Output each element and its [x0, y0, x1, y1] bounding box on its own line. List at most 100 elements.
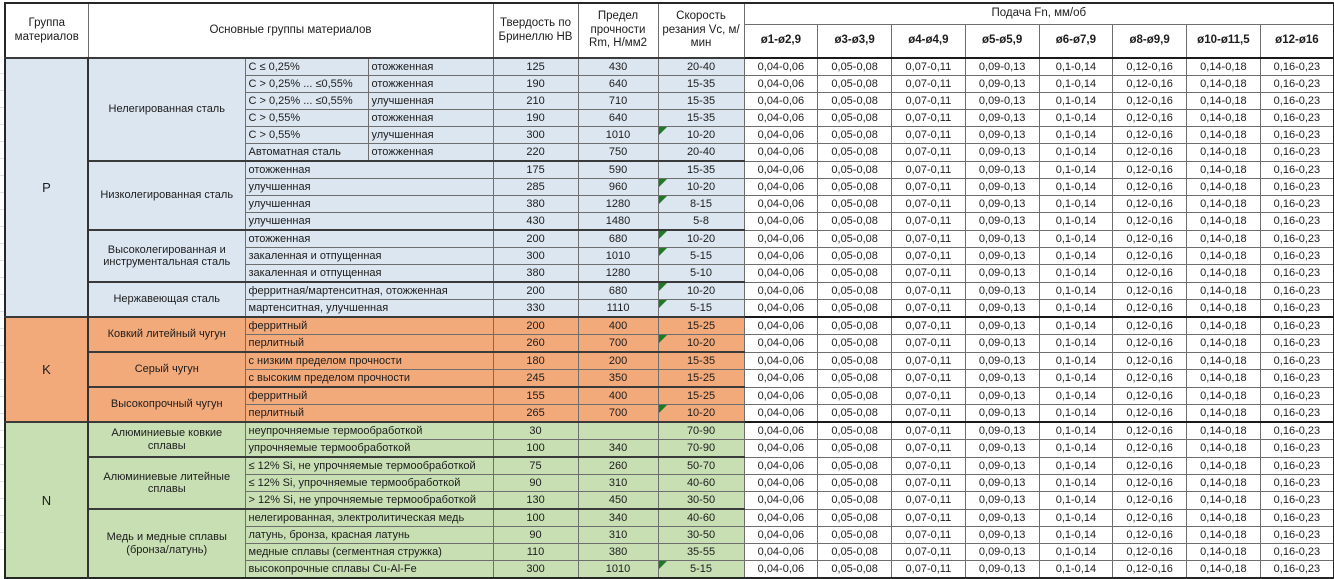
hardness-cell[interactable]: 220: [492, 143, 579, 162]
feed-cell[interactable]: 0,12-0,16: [1112, 526, 1188, 544]
header-brinell-hardness[interactable]: Твердость по Бринеллю НВ: [492, 2, 579, 59]
strength-cell[interactable]: 340: [577, 508, 659, 527]
material-subtype-cell[interactable]: ≤ 12% Si, упрочняемые термообработкой: [244, 474, 494, 492]
feed-cell[interactable]: 0,16-0,23: [1259, 126, 1334, 144]
feed-cell[interactable]: 0,07-0,11: [891, 508, 966, 527]
feed-cell[interactable]: 0,09-0,13: [964, 299, 1040, 318]
header-material-group[interactable]: Группа материалов: [4, 2, 89, 59]
feed-cell[interactable]: 0,1-0,14: [1038, 299, 1114, 318]
feed-cell[interactable]: 0,16-0,23: [1259, 160, 1334, 179]
feed-cell[interactable]: 0,07-0,11: [891, 421, 966, 440]
feed-cell[interactable]: 0,14-0,18: [1186, 316, 1261, 335]
material-family-cell[interactable]: Медь и медные сплавы (бронза/латунь): [87, 508, 246, 579]
feed-cell[interactable]: 0,07-0,11: [891, 57, 966, 76]
hardness-cell[interactable]: 380: [492, 195, 579, 213]
feed-cell[interactable]: 0,16-0,23: [1259, 334, 1334, 353]
feed-cell[interactable]: 0,04-0,06: [743, 75, 819, 93]
feed-cell[interactable]: 0,1-0,14: [1038, 334, 1114, 353]
feed-cell[interactable]: 0,04-0,06: [743, 334, 819, 353]
feed-cell[interactable]: 0,09-0,13: [964, 421, 1040, 440]
feed-cell[interactable]: 0,1-0,14: [1038, 281, 1114, 300]
feed-cell[interactable]: 0,12-0,16: [1112, 195, 1188, 213]
feed-cell[interactable]: 0,1-0,14: [1038, 369, 1114, 388]
group-letter-cell[interactable]: K: [4, 316, 89, 423]
feed-cell[interactable]: 0,09-0,13: [964, 334, 1040, 353]
feed-cell[interactable]: 0,07-0,11: [891, 456, 966, 475]
feed-cell[interactable]: 0,09-0,13: [964, 474, 1040, 492]
feed-cell[interactable]: 0,16-0,23: [1259, 247, 1334, 265]
feed-cell[interactable]: 0,09-0,13: [964, 212, 1040, 231]
strength-cell[interactable]: 700: [577, 334, 659, 353]
feed-cell[interactable]: 0,05-0,08: [817, 195, 893, 213]
strength-cell[interactable]: 590: [577, 160, 659, 179]
hardness-cell[interactable]: 175: [492, 160, 579, 179]
feed-cell[interactable]: 0,07-0,11: [891, 526, 966, 544]
feed-cell[interactable]: 0,1-0,14: [1038, 560, 1114, 579]
feed-cell[interactable]: 0,12-0,16: [1112, 57, 1188, 76]
feed-cell[interactable]: 0,04-0,06: [743, 126, 819, 144]
feed-cell[interactable]: 0,16-0,23: [1259, 75, 1334, 93]
feed-cell[interactable]: 0,07-0,11: [891, 316, 966, 335]
feed-cell[interactable]: 0,12-0,16: [1112, 264, 1188, 283]
feed-cell[interactable]: 0,09-0,13: [964, 404, 1040, 423]
feed-cell[interactable]: 0,12-0,16: [1112, 508, 1188, 527]
feed-cell[interactable]: 0,12-0,16: [1112, 143, 1188, 162]
feed-cell[interactable]: 0,09-0,13: [964, 229, 1040, 248]
cutting-speed-cell-flagged[interactable]: 8-15: [657, 195, 745, 213]
feed-cell[interactable]: 0,1-0,14: [1038, 247, 1114, 265]
feed-cell[interactable]: 0,09-0,13: [964, 508, 1040, 527]
feed-cell[interactable]: 0,14-0,18: [1186, 247, 1261, 265]
feed-cell[interactable]: 0,05-0,08: [817, 75, 893, 93]
feed-cell[interactable]: 0,05-0,08: [817, 526, 893, 544]
cutting-speed-cell[interactable]: 15-25: [657, 386, 745, 405]
feed-cell[interactable]: 0,09-0,13: [964, 109, 1040, 127]
strength-cell[interactable]: 710: [577, 92, 659, 110]
material-subtype-cell[interactable]: отожженная: [244, 160, 494, 179]
feed-cell[interactable]: 0,14-0,18: [1186, 334, 1261, 353]
hardness-cell[interactable]: 300: [492, 247, 579, 265]
strength-cell[interactable]: 310: [577, 474, 659, 492]
feed-cell[interactable]: 0,09-0,13: [964, 247, 1040, 265]
material-subtype-cell[interactable]: латунь, бронза, красная латунь: [244, 526, 494, 544]
feed-cell[interactable]: 0,04-0,06: [743, 264, 819, 283]
feed-cell[interactable]: 0,12-0,16: [1112, 351, 1188, 370]
strength-cell[interactable]: 200: [577, 351, 659, 370]
material-subtype-cell[interactable]: ≤ 12% Si, не упрочняемые термообработкой: [244, 456, 494, 475]
feed-cell[interactable]: 0,12-0,16: [1112, 334, 1188, 353]
feed-cell[interactable]: 0,16-0,23: [1259, 543, 1334, 561]
feed-cell[interactable]: 0,14-0,18: [1186, 474, 1261, 492]
feed-cell[interactable]: 0,16-0,23: [1259, 264, 1334, 283]
feed-cell[interactable]: 0,16-0,23: [1259, 316, 1334, 335]
feed-cell[interactable]: 0,04-0,06: [743, 474, 819, 492]
feed-cell[interactable]: 0,04-0,06: [743, 143, 819, 162]
hardness-cell[interactable]: 90: [492, 474, 579, 492]
cutting-speed-cell[interactable]: 30-50: [657, 526, 745, 544]
feed-cell[interactable]: 0,04-0,06: [743, 351, 819, 370]
strength-cell[interactable]: 1110: [577, 299, 659, 318]
feed-cell[interactable]: 0,04-0,06: [743, 491, 819, 510]
material-subtype-cell[interactable]: закаленная и отпущенная: [244, 264, 494, 283]
feed-cell[interactable]: 0,09-0,13: [964, 57, 1040, 76]
feed-cell[interactable]: 0,12-0,16: [1112, 126, 1188, 144]
cutting-speed-cell-flagged[interactable]: 10-20: [657, 229, 745, 248]
hardness-cell[interactable]: 30: [492, 421, 579, 440]
feed-cell[interactable]: 0,07-0,11: [891, 369, 966, 388]
hardness-cell[interactable]: 260: [492, 334, 579, 353]
header-dia-6-7_9[interactable]: ø6-ø7,9: [1038, 24, 1114, 59]
strength-cell[interactable]: 340: [577, 439, 659, 458]
feed-cell[interactable]: 0,04-0,06: [743, 92, 819, 110]
feed-cell[interactable]: 0,09-0,13: [964, 543, 1040, 561]
strength-cell[interactable]: 400: [577, 316, 659, 335]
feed-cell[interactable]: 0,12-0,16: [1112, 491, 1188, 510]
feed-cell[interactable]: 0,14-0,18: [1186, 126, 1261, 144]
cutting-speed-cell[interactable]: 15-25: [657, 369, 745, 388]
cutting-speed-cell-flagged[interactable]: 10-20: [657, 178, 745, 196]
hardness-cell[interactable]: 155: [492, 386, 579, 405]
feed-cell[interactable]: 0,14-0,18: [1186, 57, 1261, 76]
feed-cell[interactable]: 0,07-0,11: [891, 560, 966, 579]
feed-cell[interactable]: 0,14-0,18: [1186, 264, 1261, 283]
hardness-cell[interactable]: 90: [492, 526, 579, 544]
feed-cell[interactable]: 0,12-0,16: [1112, 369, 1188, 388]
header-dia-1-2_9[interactable]: ø1-ø2,9: [743, 24, 819, 59]
feed-cell[interactable]: 0,14-0,18: [1186, 92, 1261, 110]
